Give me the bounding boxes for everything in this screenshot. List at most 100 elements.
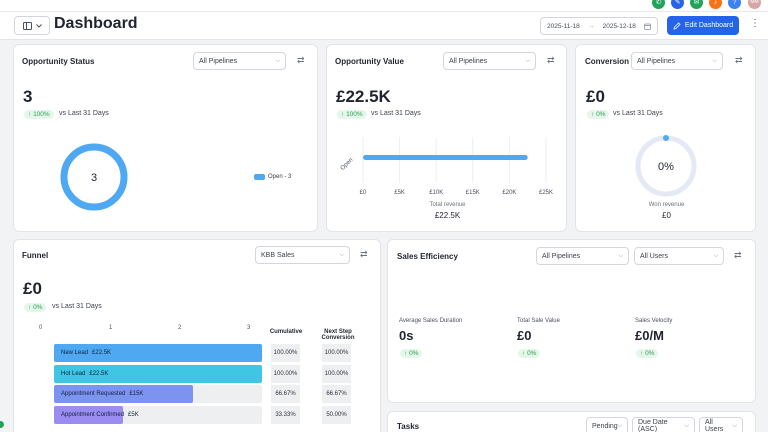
cumulative-value: 100.00%: [271, 344, 300, 362]
x-tick-label: £10K: [429, 190, 443, 196]
swap-icon[interactable]: ⇄: [735, 55, 743, 65]
pipeline-select[interactable]: KBB Sales ⌵: [255, 246, 350, 264]
edit-dashboard-button[interactable]: Edit Dashboard: [667, 16, 739, 35]
comparison-label: vs Last 31 Days: [59, 110, 109, 117]
total-revenue-label: Total revenue: [429, 202, 466, 208]
users-select[interactable]: All Users ⌵: [699, 417, 743, 432]
metric-value: £0: [517, 328, 532, 343]
comparison-label: vs Last 31 Days: [52, 303, 102, 310]
status-indicator-icon[interactable]: [0, 421, 4, 428]
select-value: All Pipelines: [449, 57, 488, 65]
funnel-bar[interactable]: [54, 385, 193, 403]
chevron-down-icon: [35, 23, 42, 28]
tasks-card: Tasks Pending ⌵ Due Date (ASC) ⌵ All Users…: [387, 411, 756, 432]
edit-dashboard-label: Edit Dashboard: [684, 22, 734, 29]
swap-icon[interactable]: ⇄: [547, 55, 555, 65]
funnel-bar[interactable]: [54, 364, 262, 383]
card-title: Sales Efficiency: [397, 252, 458, 261]
gauge-indicator: [663, 135, 669, 141]
legend-label: Open - 3: [268, 174, 292, 180]
stage-amount: £22.5K: [89, 370, 109, 377]
metric-label: Total Sale Value: [517, 318, 560, 324]
sales-efficiency-card: Sales Efficiency All Pipelines ⌵ All User…: [387, 239, 756, 403]
sidebar-toggle-button[interactable]: [14, 16, 50, 35]
card-title: Funnel: [22, 251, 49, 260]
stage-name: New Lead: [61, 350, 89, 356]
select-value: Pending: [592, 422, 618, 430]
x-tick-label: £15K: [466, 190, 480, 196]
panel-icon: [22, 21, 32, 30]
axis-tick: 3: [247, 325, 251, 331]
card-title: Opportunity Value: [335, 57, 404, 66]
conversion-gauge: 0%: [635, 135, 697, 197]
phone-icon[interactable]: ✆: [652, 0, 665, 9]
chevron-down-icon: ⌵: [617, 422, 623, 429]
select-value: All Users: [640, 252, 669, 260]
date-arrow: →: [587, 22, 595, 30]
change-badge: ↑ 0%: [518, 349, 541, 358]
card-title: Tasks: [397, 422, 420, 431]
funnel-stage-label: New Lead £22.5K: [61, 350, 111, 356]
metric-label: Sales Velocity: [635, 318, 673, 324]
stage-amount: £15K: [129, 391, 144, 397]
x-tick-label: £0: [360, 190, 367, 196]
opportunity-value-card: Opportunity Value All Pipelines ⌵ ⇄ £22.5…: [326, 44, 567, 232]
x-tick-label: £5K: [394, 190, 405, 196]
card-title: Opportunity Status: [22, 57, 95, 66]
total-revenue-value: £22.5K: [434, 211, 461, 220]
bell-icon[interactable]: ♪: [709, 0, 722, 9]
donut-center-label: 3: [91, 172, 97, 184]
won-revenue-label: Won revenue: [648, 202, 685, 208]
help-icon[interactable]: ?: [728, 0, 741, 9]
y-category-label: Open: [340, 157, 355, 172]
pipeline-select[interactable]: All Pipelines ⌵: [443, 52, 536, 70]
next-step-value: 50.00%: [322, 405, 351, 424]
users-select[interactable]: All Users ⌵: [634, 247, 724, 265]
avatar[interactable]: MM: [748, 0, 761, 9]
chevron-down-icon: ⌵: [732, 422, 737, 429]
status-select[interactable]: Pending ⌵: [586, 417, 628, 432]
metric-value: £22.5K: [336, 87, 391, 106]
chevron-down-icon: ⌵: [684, 422, 689, 429]
stage-name: Appointment Confirmed: [61, 411, 125, 418]
gauge-label: 0%: [658, 161, 674, 173]
date-range-picker[interactable]: 2025-11-18 → 2025-12-18: [540, 17, 658, 35]
funnel-bar[interactable]: [54, 344, 262, 362]
conversion-card: Conversion All Pipelines ⌵ ⇄ £0 ↑ 0% vs L…: [575, 44, 756, 232]
axis-tick: 0: [39, 325, 43, 331]
select-value: All Users: [705, 419, 724, 432]
donut-slice-open[interactable]: [60, 143, 128, 211]
axis-tick: 1: [109, 325, 113, 331]
funnel-stage-label: Appointment Requested £15K: [61, 391, 143, 397]
metric-value: £0: [23, 279, 42, 298]
dashboard-header: Dashboard 2025-11-18 → 2025-12-18 Edit D…: [0, 12, 768, 40]
pipeline-select[interactable]: All Pipelines ⌵: [193, 52, 286, 70]
stage-name: Hot Lead: [61, 370, 86, 377]
chat-icon[interactable]: ✉: [690, 0, 703, 9]
metric-value: £0: [586, 87, 605, 106]
swap-icon[interactable]: ⇄: [734, 250, 742, 260]
opportunity-value-bar-chart: £0 £5K £10K £15K £20K £25K Open: [340, 137, 553, 196]
select-value: All Pipelines: [542, 252, 581, 260]
cumulative-value: 33.33%: [271, 405, 300, 424]
swap-icon[interactable]: ⇄: [360, 249, 368, 259]
change-badge: ↑ 0%: [587, 110, 610, 119]
bar-open[interactable]: [363, 155, 528, 160]
sort-select[interactable]: Due Date (ASC) ⌵: [632, 417, 695, 432]
metric-value: 3: [23, 87, 33, 106]
more-options-icon[interactable]: ⋮: [750, 18, 760, 29]
axis-tick: 2: [178, 325, 182, 331]
megaphone-icon[interactable]: ✎: [671, 0, 684, 9]
funnel-bar[interactable]: [54, 405, 124, 424]
swap-icon[interactable]: ⇄: [297, 55, 305, 65]
comparison-label: vs Last 31 Days: [371, 110, 421, 117]
pipeline-select[interactable]: All Pipelines ⌵: [536, 247, 629, 265]
stage-amount: £5K: [128, 411, 139, 418]
stage-name: Appointment Requested: [61, 391, 126, 397]
next-step-value: 100.00%: [322, 364, 351, 383]
funnel-stage-label: Hot Lead £22.5K: [61, 371, 108, 377]
metric-value: 0s: [399, 328, 414, 343]
change-badge: ↑ 100%: [24, 110, 54, 119]
pipeline-select[interactable]: All Pipelines ⌵: [631, 52, 723, 70]
funnel-card: Funnel KBB Sales ⌵ ⇄ £0 ↑ 0% vs Last 31 D…: [13, 239, 381, 432]
